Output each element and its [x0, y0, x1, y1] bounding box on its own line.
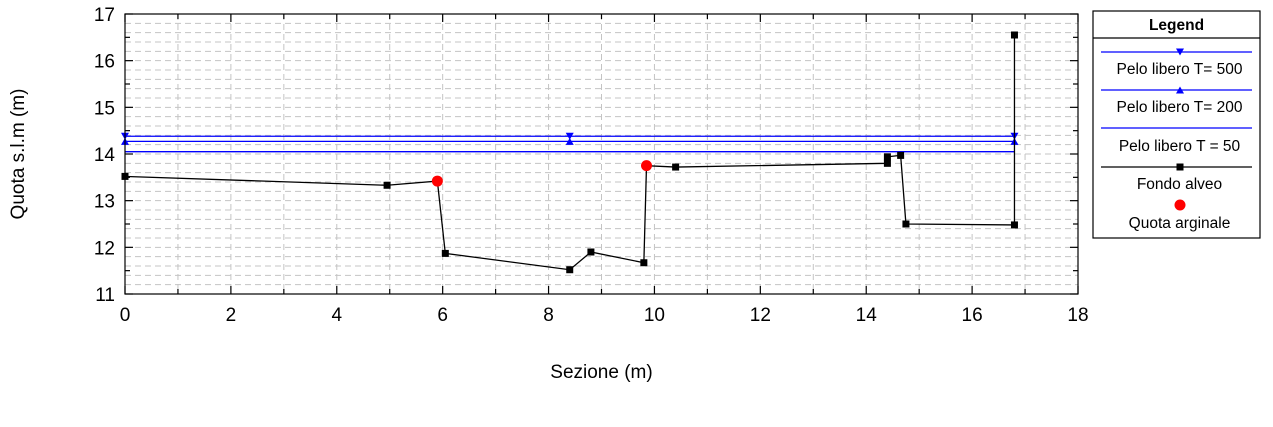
data-point [565, 137, 574, 145]
y-axis-label: Quota s.l.m (m) [8, 89, 29, 220]
x-axis-label: Sezione (m) [550, 362, 652, 383]
x-tick-label: 4 [331, 305, 342, 326]
legend-entry-label: Quota arginale [1129, 215, 1231, 232]
data-point [441, 249, 449, 257]
legend-items: Pelo libero T= 500 Pelo libero T= 200 Pelo… [1093, 37, 1260, 232]
x-tick-label: 0 [120, 305, 131, 326]
y-tick-label: 11 [95, 285, 115, 306]
legend-swatch-marker [1176, 163, 1184, 171]
x-tick-label: 6 [437, 305, 448, 326]
data-point [902, 220, 910, 228]
x-tick-label: 16 [962, 305, 983, 326]
legend-entry-label: Pelo libero T= 500 [1117, 61, 1243, 78]
data-point [897, 151, 905, 159]
data-point [1010, 31, 1018, 39]
data-point [383, 181, 391, 189]
legend-title: Legend [1149, 17, 1204, 34]
legend-swatch-marker [1174, 199, 1186, 211]
data-point [587, 248, 595, 256]
data-point [641, 160, 653, 172]
data-point [883, 159, 891, 167]
series-fondo-alveo [121, 31, 1018, 274]
data-point [672, 163, 680, 171]
y-tick-label: 15 [94, 98, 115, 119]
data-point [1010, 221, 1018, 229]
y-tick-label: 16 [94, 52, 115, 73]
legend-entry-label: Pelo libero T= 200 [1117, 99, 1243, 116]
x-tick-label: 2 [226, 305, 237, 326]
axes: 0 2 4 6 8 10 12 14 16 18 11 12 13 14 15 16 17 [94, 5, 1089, 326]
data-point [565, 132, 574, 140]
x-tick-label: 18 [1067, 305, 1088, 326]
series-layer [121, 31, 1019, 274]
y-tick-label: 13 [94, 192, 115, 213]
x-tick-label: 12 [750, 305, 771, 326]
series-quota-arginale [431, 160, 653, 187]
grid [125, 14, 1078, 294]
x-tick-label: 10 [644, 305, 665, 326]
x-tick-label: 8 [543, 305, 554, 326]
data-point [431, 175, 443, 187]
data-point [640, 259, 648, 267]
legend-swatch-marker [1176, 48, 1184, 56]
legend-swatch-marker [1176, 86, 1184, 94]
y-tick-label: 14 [94, 145, 116, 166]
legend-entry-label: Pelo libero T = 50 [1119, 138, 1241, 155]
y-tick-label: 12 [94, 238, 115, 259]
series-pelo-libero-t-200 [121, 137, 1019, 145]
x-tick-label: 14 [856, 305, 878, 326]
legend-entry-label: Fondo alveo [1137, 176, 1222, 193]
data-point [566, 266, 574, 274]
data-point [883, 153, 891, 161]
y-tick-label: 17 [94, 5, 115, 26]
